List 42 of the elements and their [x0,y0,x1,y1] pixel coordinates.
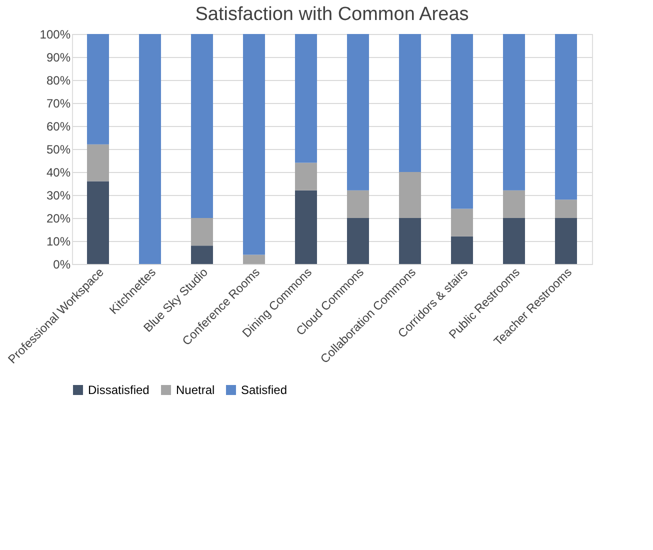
y-tick-label: 20% [46,212,71,226]
bar [451,236,473,264]
bar [503,190,525,218]
bar [503,34,525,190]
bar [399,172,421,218]
y-tick-label: 100% [40,28,71,42]
bar [87,181,109,264]
bar [139,34,161,264]
bar [87,34,109,144]
bar [451,208,473,236]
bar [347,190,369,218]
y-tick-label: 70% [46,96,71,110]
bar [555,34,577,200]
bar [451,34,473,209]
y-tick-label: 80% [46,74,71,88]
bar [295,34,317,163]
bar [503,218,525,264]
bar [191,218,213,246]
y-tick-label: 40% [46,166,71,180]
y-tick-label: 30% [46,188,71,202]
bar [347,34,369,190]
bar [399,218,421,264]
bar [191,246,213,264]
chart-title: Satisfaction with Common Areas [195,4,469,25]
bar [347,218,369,264]
bar [555,218,577,264]
bar [295,190,317,264]
bar [399,34,421,172]
y-tick-label: 60% [46,120,71,134]
legend-label: Nuetral [176,383,215,397]
bar [295,162,317,190]
bar [243,254,265,264]
legend-label: Dissatisfied [88,383,150,397]
y-tick-label: 10% [46,234,71,248]
bar [87,144,109,182]
legend-label: Satisfied [241,383,288,397]
y-tick-label: 0% [53,258,71,272]
y-tick-label: 90% [46,50,71,64]
bar [243,34,265,255]
bar [555,200,577,218]
bar [191,34,213,218]
y-tick-label: 50% [46,142,71,156]
